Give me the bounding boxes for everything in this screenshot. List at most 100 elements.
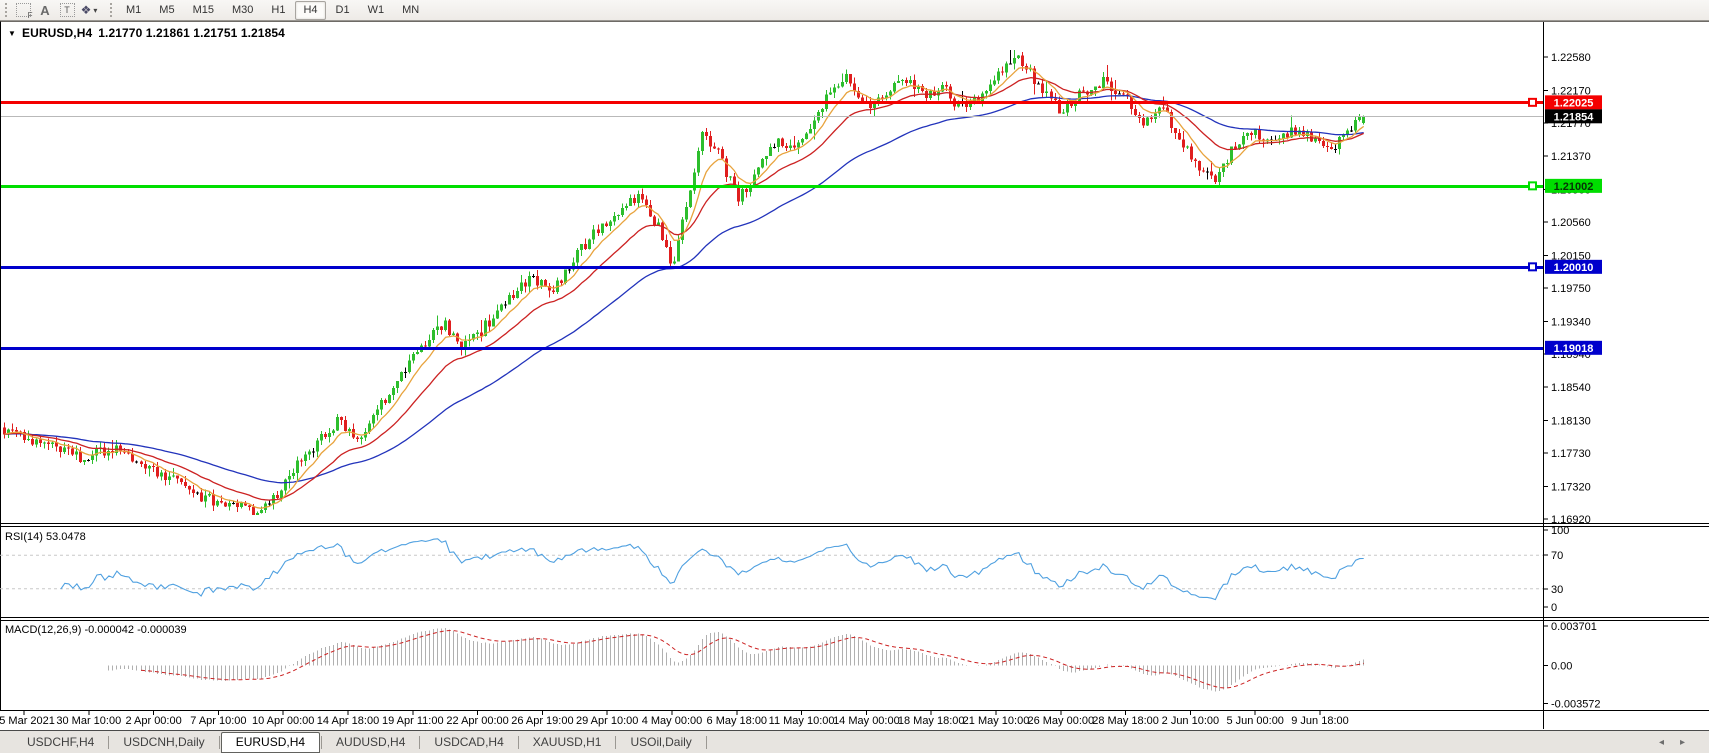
svg-text:1.22580: 1.22580 xyxy=(1551,52,1591,64)
tab-separator xyxy=(218,735,220,749)
ma-55-line xyxy=(4,95,1364,484)
macd-axis: 0.003701 0.00 -0.003572 xyxy=(1543,621,1601,711)
symbol-tab-usdcad[interactable]: USDCAD,H4 xyxy=(434,735,504,749)
svg-text:100: 100 xyxy=(1551,525,1569,537)
svg-text:30 Mar 10:00: 30 Mar 10:00 xyxy=(56,715,121,727)
svg-text:1.20150: 1.20150 xyxy=(1551,250,1591,262)
chart-grid-f-icon[interactable]: F xyxy=(13,1,33,20)
palette-icon[interactable]: ❖ ▾ xyxy=(80,3,98,17)
svg-text:28 May 18:00: 28 May 18:00 xyxy=(1092,715,1159,727)
svg-text:0: 0 xyxy=(1551,602,1557,614)
svg-text:1.22025: 1.22025 xyxy=(1554,97,1594,109)
svg-text:4 May 00:00: 4 May 00:00 xyxy=(642,715,703,727)
svg-text:1.21002: 1.21002 xyxy=(1554,181,1594,193)
svg-text:25 Mar 2021: 25 Mar 2021 xyxy=(0,715,55,727)
svg-text:21 May 10:00: 21 May 10:00 xyxy=(963,715,1030,727)
price-badges: 1.22025 1.21854 1.21002 1.20010 1.19018 xyxy=(1528,95,1602,355)
timeframe-button-m30[interactable]: M30 xyxy=(231,3,254,16)
toolbar: F A T ❖ ▾ M1 M5 M15 M30 H1 H4 D1 W1 MN xyxy=(0,0,1709,21)
svg-text:26 May 00:00: 26 May 00:00 xyxy=(1027,715,1094,727)
toolbar-gripper[interactable] xyxy=(5,3,7,17)
svg-text:1.18540: 1.18540 xyxy=(1551,382,1591,394)
tab-separator xyxy=(615,735,617,749)
timeframe-button-h1[interactable]: H1 xyxy=(271,3,286,16)
tab-scroll-right-icon[interactable]: ▸ xyxy=(1679,736,1685,748)
svg-text:1.16920: 1.16920 xyxy=(1551,514,1591,526)
timeframe-toolbar: M1 M5 M15 M30 H1 H4 D1 W1 MN xyxy=(117,0,428,20)
chart-symbol-label: EURUSD,H4 xyxy=(22,26,93,40)
horizontal-level-lines[interactable] xyxy=(0,101,1543,350)
toolbar-icons: F A T ❖ ▾ xyxy=(12,1,100,20)
tab-separator xyxy=(321,735,323,749)
timeframe-button-d1[interactable]: D1 xyxy=(335,3,350,16)
svg-text:1.21370: 1.21370 xyxy=(1551,151,1591,163)
svg-text:5 Jun 00:00: 5 Jun 00:00 xyxy=(1226,715,1284,727)
svg-text:0.003701: 0.003701 xyxy=(1551,621,1597,633)
svg-text:1.19340: 1.19340 xyxy=(1551,317,1591,329)
symbol-tab-usdcnh[interactable]: USDCNH,Daily xyxy=(123,735,205,749)
timeframe-toolbar-gripper[interactable] xyxy=(110,3,112,17)
price-axis: 1.225801.221701.217701.213701.209601.205… xyxy=(1543,52,1591,526)
svg-text:22 Apr 00:00: 22 Apr 00:00 xyxy=(446,715,508,727)
svg-text:10 Apr 00:00: 10 Apr 00:00 xyxy=(252,715,314,727)
rsi-axis: 100 70 30 0 xyxy=(1543,525,1569,614)
svg-text:-0.003572: -0.003572 xyxy=(1551,699,1601,711)
chart-title: ▼ EURUSD,H4 1.21770 1.21861 1.21751 1.21… xyxy=(8,26,285,40)
svg-text:9 Jun 18:00: 9 Jun 18:00 xyxy=(1291,715,1349,727)
timeframe-button-w1[interactable]: W1 xyxy=(367,3,385,16)
macd-label: MACD(12,26,9) -0.000042 -0.000039 xyxy=(5,624,187,636)
svg-text:1.19018: 1.19018 xyxy=(1554,343,1594,355)
svg-text:2 Apr 00:00: 2 Apr 00:00 xyxy=(125,715,181,727)
svg-text:18 May 18:00: 18 May 18:00 xyxy=(898,715,965,727)
svg-text:1.20560: 1.20560 xyxy=(1551,217,1591,229)
svg-text:2 Jun 10:00: 2 Jun 10:00 xyxy=(1162,715,1220,727)
timeframe-button-mn[interactable]: MN xyxy=(402,3,420,16)
svg-text:26 Apr 19:00: 26 Apr 19:00 xyxy=(511,715,573,727)
svg-text:14 May 00:00: 14 May 00:00 xyxy=(833,715,900,727)
svg-text:1.17730: 1.17730 xyxy=(1551,448,1591,460)
svg-text:1.19750: 1.19750 xyxy=(1551,283,1591,295)
svg-text:30: 30 xyxy=(1551,584,1563,596)
rsi-line xyxy=(60,538,1364,601)
svg-text:1.18130: 1.18130 xyxy=(1551,415,1591,427)
symbol-tab-audusd[interactable]: AUDUSD,H4 xyxy=(336,735,406,749)
svg-text:14 Apr 18:00: 14 Apr 18:00 xyxy=(317,715,379,727)
text-label-icon[interactable]: T xyxy=(57,1,77,19)
tab-separator xyxy=(419,735,421,749)
symbol-tab-xauusd[interactable]: XAUUSD,H1 xyxy=(532,735,602,749)
svg-text:7 Apr 10:00: 7 Apr 10:00 xyxy=(190,715,246,727)
svg-text:1.20010: 1.20010 xyxy=(1554,262,1594,274)
timeframe-button-m5[interactable]: M5 xyxy=(159,3,175,16)
panel-borders xyxy=(0,21,1709,729)
svg-text:0.00: 0.00 xyxy=(1551,661,1572,673)
svg-text:1.22170: 1.22170 xyxy=(1551,86,1591,98)
tab-separator xyxy=(517,735,519,749)
tab-scroll-left-icon[interactable]: ◂ xyxy=(1658,736,1664,748)
tab-separator xyxy=(108,735,110,749)
timeframe-button-m15[interactable]: M15 xyxy=(192,3,214,16)
macd-signal-line xyxy=(140,629,1364,689)
tab-separator xyxy=(705,735,707,749)
svg-text:6 May 18:00: 6 May 18:00 xyxy=(707,715,768,727)
svg-text:19 Apr 11:00: 19 Apr 11:00 xyxy=(382,715,444,727)
collapse-arrow-icon[interactable]: ▼ xyxy=(8,28,17,38)
symbol-tab-bar: USDCHF,H4 USDCNH,Daily EURUSD,H4 AUDUSD,H4 U… xyxy=(0,730,1709,753)
svg-text:11 May 10:00: 11 May 10:00 xyxy=(769,715,835,727)
symbol-tab-usdchf[interactable]: USDCHF,H4 xyxy=(27,735,95,749)
font-a-icon[interactable]: A xyxy=(40,2,50,18)
svg-text:70: 70 xyxy=(1551,550,1563,562)
rsi-label: RSI(14) 53.0478 xyxy=(5,531,86,543)
timeframe-button-h4[interactable]: H4 xyxy=(295,0,326,20)
candlesticks xyxy=(3,50,1365,515)
chart-ohlc-values: 1.21770 1.21861 1.21751 1.21854 xyxy=(98,26,285,40)
symbol-tab-usoil[interactable]: USOil,Daily xyxy=(630,735,692,749)
symbol-tab-eurusd[interactable]: EURUSD,H4 xyxy=(220,731,321,753)
svg-text:29 Apr 10:00: 29 Apr 10:00 xyxy=(576,715,638,727)
svg-text:1.21854: 1.21854 xyxy=(1554,111,1595,123)
svg-text:1.17320: 1.17320 xyxy=(1551,481,1591,493)
timeframe-button-m1[interactable]: M1 xyxy=(126,3,142,16)
chevron-down-icon: ▾ xyxy=(93,5,98,15)
